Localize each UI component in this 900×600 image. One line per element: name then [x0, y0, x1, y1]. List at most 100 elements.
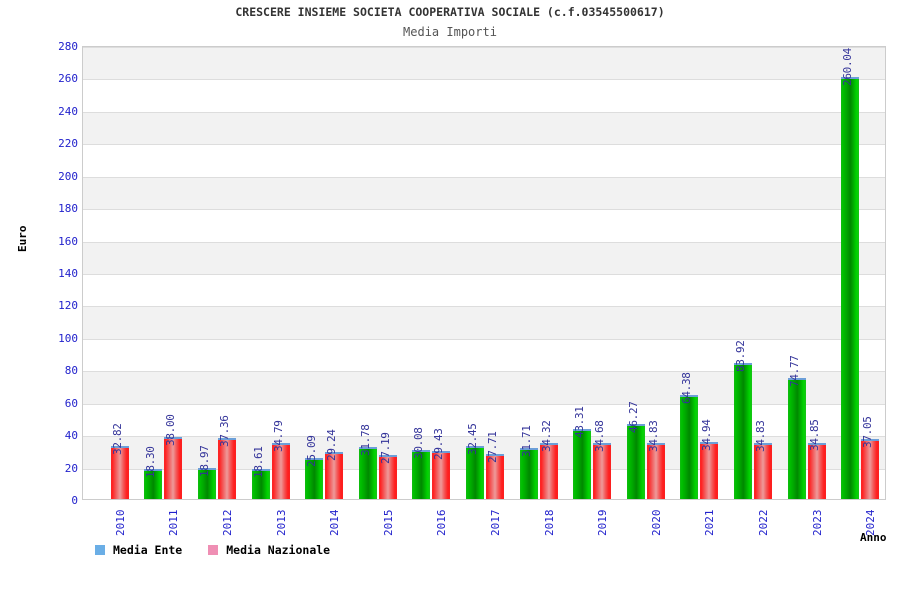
bar-media-ente[interactable]: [144, 469, 163, 499]
bar-media-ente[interactable]: [358, 447, 377, 499]
bar-body: [646, 444, 665, 499]
gridline: [83, 306, 885, 307]
bar-media-ente[interactable]: [734, 362, 752, 499]
bar-media-ente[interactable]: [787, 377, 806, 499]
bar-value-label: 34.83: [754, 419, 767, 452]
bar-cap: [164, 437, 183, 441]
bar-media-ente[interactable]: [573, 428, 592, 499]
x-axis-tick: 2018: [542, 509, 556, 537]
bar-cap: [754, 442, 772, 446]
bar-media-nazionale[interactable]: [754, 442, 772, 499]
bar-value-label: 18.97: [198, 445, 211, 478]
bar-media-nazionale[interactable]: [378, 454, 397, 499]
bar-value-label: 34.85: [807, 419, 821, 452]
bar-media-nazionale[interactable]: [432, 451, 451, 499]
y-axis-tick: 280: [58, 40, 78, 53]
bar-value-label: 25.09: [305, 435, 319, 468]
x-axis-tick: 2015: [381, 509, 395, 537]
legend-item-media-nazionale[interactable]: Media Nazionale: [208, 543, 330, 557]
y-axis-tick: 80: [64, 364, 78, 378]
gridline: [83, 469, 885, 470]
y-axis-tick: 140: [58, 267, 78, 280]
bar-media-ente[interactable]: [466, 446, 484, 499]
bar-media-nazionale[interactable]: [539, 443, 558, 499]
bar-media-nazionale[interactable]: [593, 442, 612, 499]
y-axis-tick: 240: [58, 104, 78, 118]
legend-swatch-icon: [208, 545, 219, 555]
bar-media-ente[interactable]: [626, 423, 645, 499]
plot-band: [83, 371, 885, 404]
bar-cap: [198, 468, 216, 472]
bar-media-nazionale[interactable]: [218, 438, 236, 499]
x-axis-tick: 2010: [113, 509, 127, 537]
bar-value-label: 46.27: [626, 401, 640, 433]
bar-media-nazionale[interactable]: [646, 442, 665, 499]
bar-media-nazionale[interactable]: [807, 442, 826, 499]
bar-cap: [593, 442, 612, 446]
bar-media-ente[interactable]: [198, 468, 216, 499]
bar-body: [466, 448, 484, 499]
bar-media-nazionale[interactable]: [164, 437, 183, 499]
legend-label: Media Ente: [113, 543, 183, 557]
bar-media-ente[interactable]: [519, 447, 538, 499]
x-axis-tick: 2019: [596, 509, 610, 537]
legend-item-media-ente[interactable]: Media Ente: [95, 543, 182, 557]
gridline: [83, 274, 885, 275]
x-axis-tick: 2016: [435, 509, 449, 537]
plot-band: [83, 47, 885, 80]
bar-value-label: 31.71: [519, 424, 533, 457]
y-axis-tick: 0: [71, 494, 78, 507]
x-axis-tick: 2020: [649, 509, 663, 537]
bar-value-label: 34.32: [539, 420, 553, 453]
bar-cap: [144, 469, 163, 473]
legend-swatch-icon: [95, 545, 105, 555]
plot-band: [83, 241, 885, 274]
bar-media-ente[interactable]: [841, 77, 860, 499]
bar-body: [626, 425, 645, 499]
bar-value-label: 43.31: [573, 406, 587, 438]
bar-body: [700, 444, 719, 499]
bar-value-label: 18.61: [251, 446, 265, 478]
bar-media-nazionale[interactable]: [861, 438, 880, 499]
bar-cap: [271, 442, 290, 446]
bar-body: [412, 452, 431, 499]
y-axis-tick: 60: [64, 396, 78, 410]
bar-cap: [787, 377, 806, 381]
gridline: [83, 47, 885, 48]
bar-cap: [378, 454, 397, 458]
plot-band: [83, 111, 885, 145]
gridline: [83, 144, 885, 145]
bar-media-nazionale[interactable]: [325, 451, 344, 499]
chart-legend: Media Ente Media Nazionale: [95, 542, 330, 558]
bar-media-nazionale[interactable]: [271, 442, 290, 499]
y-axis-tick: 260: [58, 72, 78, 86]
bar-media-ente[interactable]: [251, 468, 270, 499]
bar-cap: [519, 447, 538, 451]
bar-cap: [626, 423, 645, 427]
bar-media-nazionale[interactable]: [700, 442, 719, 499]
legend-label: Media Nazionale: [226, 543, 331, 557]
bar-value-label: 30.08: [412, 427, 426, 460]
y-axis-tick: 220: [58, 137, 78, 151]
bar-value-label: 29.24: [325, 428, 339, 461]
bar-cap: [110, 445, 129, 449]
bar-media-nazionale[interactable]: [110, 445, 129, 499]
bar-value-label: 32.82: [110, 423, 124, 455]
bar-media-ente[interactable]: [412, 450, 431, 499]
bar-media-ente[interactable]: [680, 394, 699, 499]
bar-cap: [573, 428, 592, 432]
bar-body: [754, 444, 772, 499]
bar-body: [218, 440, 236, 499]
bar-body: [519, 449, 538, 499]
bar-cap: [432, 451, 451, 455]
bar-body: [251, 470, 270, 499]
bar-value-label: 37.05: [861, 416, 875, 448]
bar-media-ente[interactable]: [305, 458, 324, 499]
bar-body: [144, 471, 163, 499]
bar-cap: [466, 446, 484, 450]
bar-value-label: 32.45: [466, 423, 479, 456]
bar-value-label: 27.19: [378, 432, 392, 464]
bar-media-nazionale[interactable]: [486, 454, 504, 499]
bar-body: [325, 453, 344, 499]
bar-body: [841, 79, 860, 499]
